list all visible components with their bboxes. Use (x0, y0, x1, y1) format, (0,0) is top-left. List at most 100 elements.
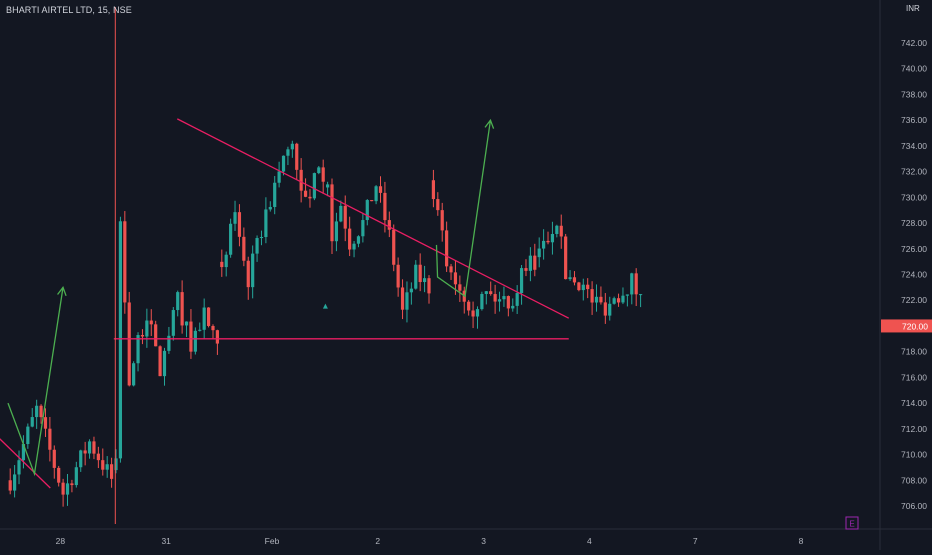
candle-body (17, 460, 21, 475)
candle-body (440, 210, 444, 231)
candle-body (8, 480, 12, 491)
candle-body (524, 268, 528, 271)
candle-body (299, 169, 303, 191)
candle-body (70, 483, 74, 486)
candle-body (467, 301, 471, 311)
candle-body (568, 277, 572, 280)
candle-body (105, 464, 109, 470)
trendline-upper-descending (176, 118, 570, 319)
candle-body (431, 180, 436, 200)
candle-body (511, 305, 515, 309)
y-tick-label: 714.00 (901, 398, 927, 408)
candle-body (427, 278, 431, 294)
candle-body (30, 417, 34, 427)
candle-body (361, 220, 365, 237)
drawings-layer (0, 7, 570, 524)
candle-body (564, 236, 568, 280)
candle-body (533, 255, 537, 270)
y-tick-label: 716.00 (901, 372, 927, 382)
candle-body (625, 294, 629, 296)
candle-body (43, 417, 48, 429)
candle-body (290, 143, 294, 150)
x-tick-label: 2 (375, 536, 380, 546)
projection-arrow-right-head (484, 118, 495, 129)
candle-body (480, 293, 484, 310)
candle-body (167, 335, 171, 351)
y-tick-label: 730.00 (901, 192, 927, 202)
candle-body (189, 321, 193, 352)
candle-body (255, 238, 259, 254)
candle-body (502, 296, 506, 300)
candle-body (616, 298, 621, 303)
projection-arrow-left (7, 287, 64, 477)
y-tick-label: 728.00 (901, 218, 927, 228)
candle-body (198, 329, 202, 331)
candle-body (577, 282, 581, 291)
candle-body (608, 303, 612, 316)
candle-body (26, 426, 30, 445)
y-tick-label: 738.00 (901, 89, 927, 99)
candle-body (458, 284, 462, 291)
candle-body (39, 405, 43, 418)
candle-body (400, 287, 405, 310)
candle-body (74, 467, 78, 486)
candle-body (422, 278, 427, 283)
candle-body (48, 428, 52, 450)
candle-body (515, 293, 519, 306)
candle-body (83, 450, 87, 454)
y-tick-label: 712.00 (901, 424, 927, 434)
candle-body (387, 220, 391, 230)
candle-body (118, 221, 123, 459)
x-tick-label: Feb (265, 536, 280, 546)
candle-body (586, 284, 590, 290)
candle-body (251, 253, 255, 288)
candle-body (308, 196, 312, 199)
candle-body (162, 350, 167, 377)
candle-body (184, 321, 189, 326)
candle-body (414, 264, 418, 289)
candle-body (317, 167, 321, 174)
y-tick-label: 742.00 (901, 38, 927, 48)
candle-body (312, 173, 316, 199)
candle-body (140, 335, 145, 337)
candle-body (449, 266, 453, 273)
x-tick-label: 4 (587, 536, 592, 546)
candle-body (334, 221, 339, 242)
candle-body (484, 291, 488, 294)
candle-body (581, 284, 585, 291)
candle-body (471, 310, 475, 317)
event-e-label: E (849, 520, 854, 529)
x-tick-label: 7 (693, 536, 698, 546)
candle-body (572, 277, 577, 283)
candle-body (445, 230, 449, 267)
candle-body (193, 330, 197, 352)
candle-body (273, 182, 277, 207)
candle-body (497, 299, 502, 302)
candle-body (295, 143, 299, 170)
candle-body (303, 190, 308, 197)
candle-body (206, 307, 211, 326)
candle-body (65, 483, 70, 495)
candle-body (101, 460, 105, 470)
candle-body (237, 212, 242, 237)
candle-body (528, 255, 532, 271)
candle-body (542, 240, 546, 249)
candle-body (180, 292, 184, 326)
candle-body (87, 441, 92, 454)
candle-body (370, 200, 374, 202)
candle-body (176, 292, 180, 311)
candle-body (259, 236, 264, 239)
candle-body (220, 261, 224, 268)
event-e-box (845, 516, 859, 530)
candle-body (590, 289, 594, 303)
trendline-prior-descending (0, 438, 51, 489)
projection-arrow-left-head (57, 286, 67, 297)
candle-body (330, 184, 334, 242)
x-tick-label: 8 (799, 536, 804, 546)
candle-body (233, 212, 237, 224)
candle-body (506, 296, 510, 309)
y-tick-label: 722.00 (901, 295, 927, 305)
x-tick-label: 3 (481, 536, 486, 546)
